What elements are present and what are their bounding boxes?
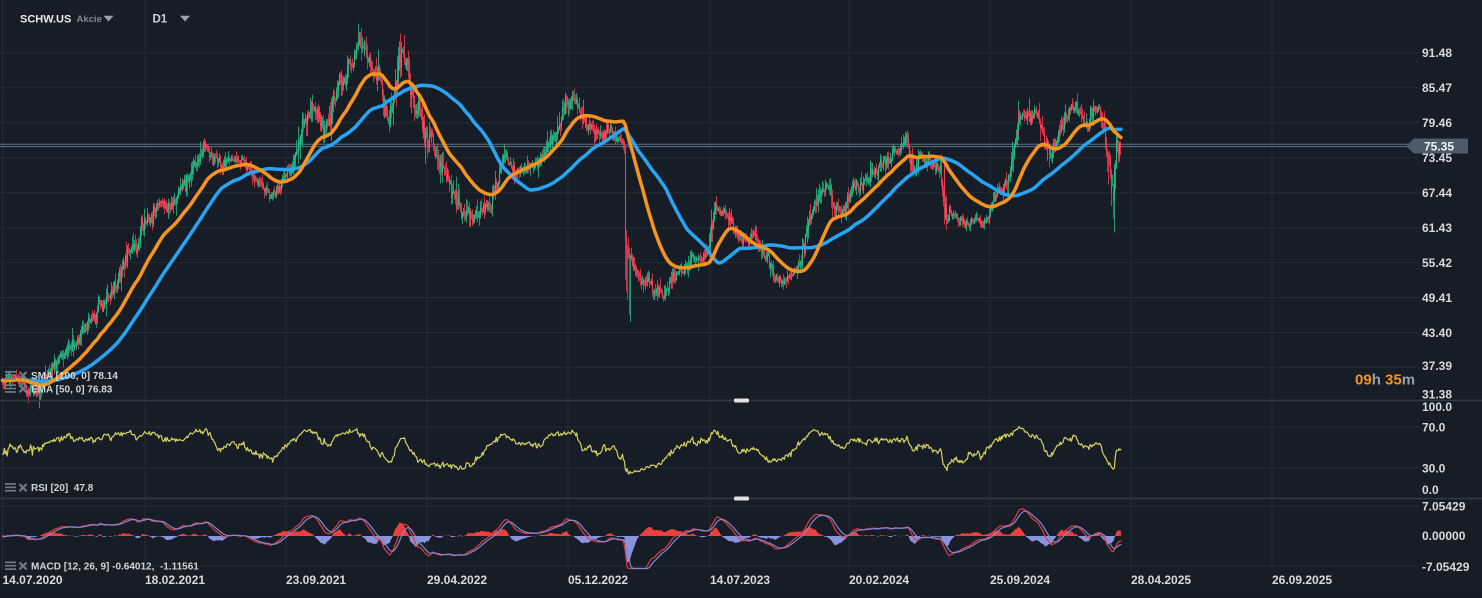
svg-text:0.0: 0.0: [1422, 483, 1439, 497]
svg-text:31.38: 31.38: [1422, 388, 1452, 402]
svg-text:55.42: 55.42: [1422, 256, 1452, 270]
svg-text:0.00000: 0.00000: [1422, 529, 1466, 543]
svg-text:MACD [12, 26, 9] -0.64012, -1: MACD [12, 26, 9] -0.64012, -1.11561: [31, 562, 199, 573]
svg-text:D1: D1: [153, 14, 168, 26]
svg-text:91.48: 91.48: [1422, 46, 1452, 60]
svg-text:20.02.2024: 20.02.2024: [849, 573, 909, 587]
svg-text:100.0: 100.0: [1422, 400, 1452, 414]
svg-text:-7.05429: -7.05429: [1422, 560, 1470, 574]
svg-text:85.47: 85.47: [1422, 81, 1452, 95]
svg-text:61.43: 61.43: [1422, 221, 1452, 235]
svg-text:05.12.2022: 05.12.2022: [568, 573, 628, 587]
svg-text:37.39: 37.39: [1422, 359, 1452, 373]
svg-text:43.40: 43.40: [1422, 326, 1452, 340]
svg-text:73.45: 73.45: [1422, 151, 1452, 165]
svg-text:14.07.2020: 14.07.2020: [3, 573, 63, 587]
svg-text:23.09.2021: 23.09.2021: [286, 573, 346, 587]
svg-text:18.02.2021: 18.02.2021: [145, 573, 205, 587]
svg-text:RSI [20] 47.8: RSI [20] 47.8: [31, 483, 94, 494]
svg-text:EMA [50, 0] 76.83: EMA [50, 0] 76.83: [31, 384, 113, 395]
svg-text:Akcie: Akcie: [77, 14, 102, 25]
svg-text:29.04.2022: 29.04.2022: [427, 573, 487, 587]
svg-text:79.46: 79.46: [1422, 116, 1452, 130]
svg-text:26.09.2025: 26.09.2025: [1272, 573, 1332, 587]
svg-text:67.44: 67.44: [1422, 186, 1452, 200]
svg-text:25.09.2024: 25.09.2024: [990, 573, 1050, 587]
svg-text:28.04.2025: 28.04.2025: [1131, 573, 1191, 587]
svg-text:49.41: 49.41: [1422, 291, 1452, 305]
svg-text:14.07.2023: 14.07.2023: [710, 573, 770, 587]
svg-text:09h 35m: 09h 35m: [1355, 372, 1415, 389]
svg-text:7.05429: 7.05429: [1422, 499, 1466, 513]
svg-text:75.35: 75.35: [1424, 140, 1454, 154]
svg-text:SCHW.US: SCHW.US: [20, 14, 71, 26]
svg-text:SMA [100, 0] 78.14: SMA [100, 0] 78.14: [31, 371, 118, 382]
svg-text:70.0: 70.0: [1422, 420, 1446, 434]
svg-text:30.0: 30.0: [1422, 461, 1446, 475]
